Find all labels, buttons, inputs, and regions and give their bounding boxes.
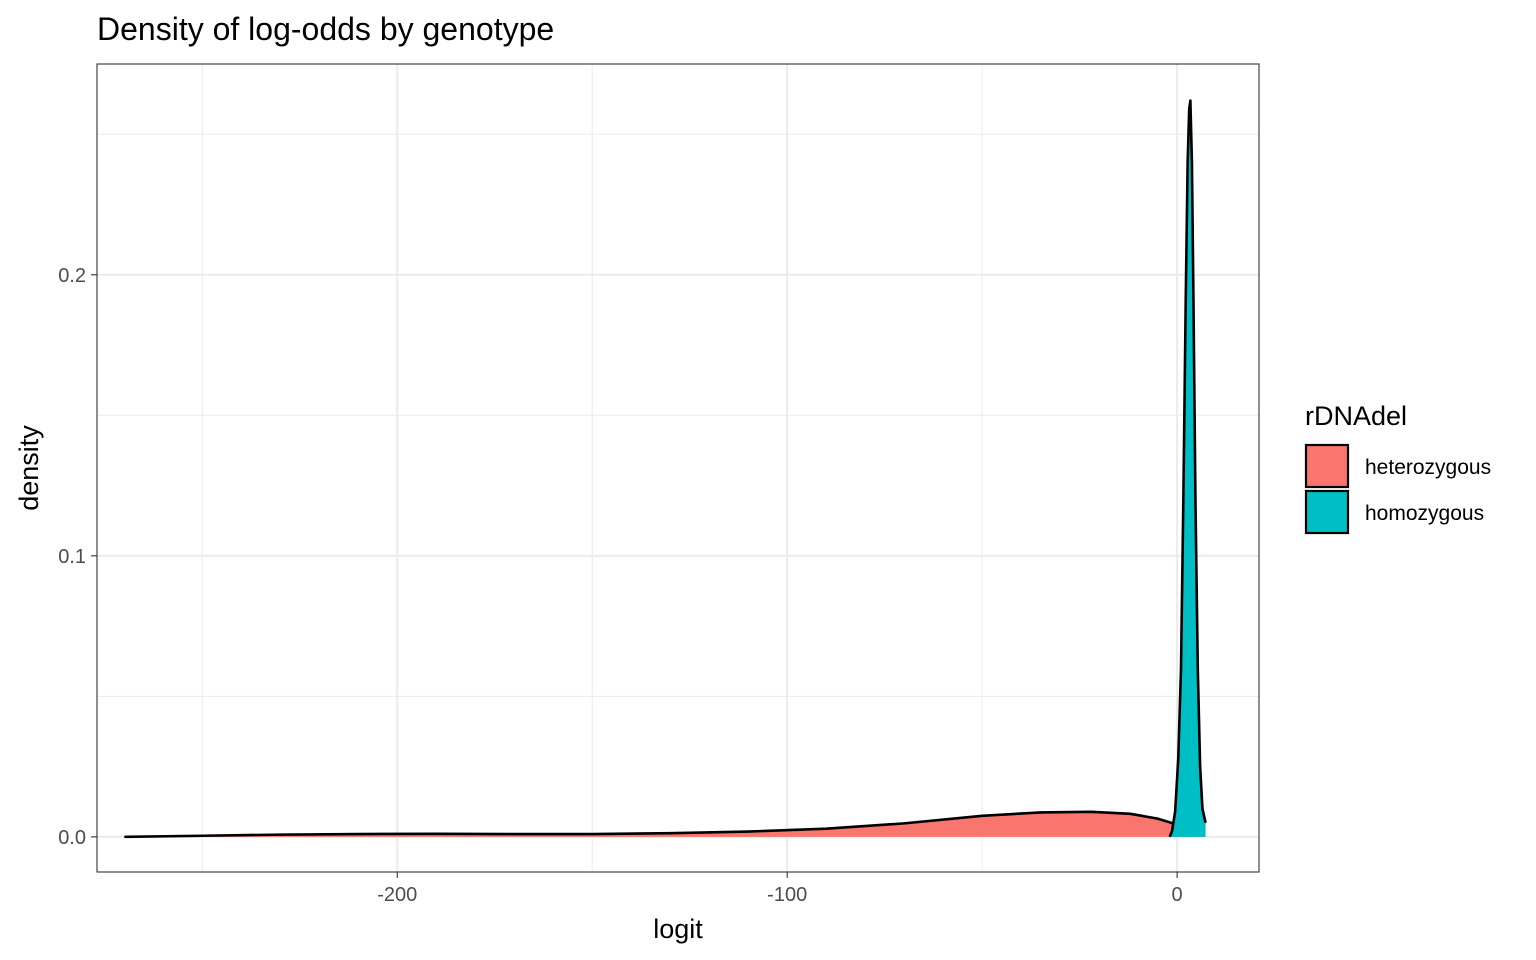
y-tick-label-1: 0.1	[58, 546, 86, 568]
legend-label-homozygous: homozygous	[1365, 502, 1484, 525]
legend-title: rDNAdel	[1305, 401, 1407, 431]
density-area-heterozygous	[124, 811, 1205, 837]
x-axis-title: logit	[653, 914, 703, 944]
y-tick-label-0: 0.0	[58, 827, 86, 849]
x-tick-label-1: -100	[767, 884, 807, 906]
density-areas	[124, 99, 1207, 839]
minor-gridlines	[97, 64, 1259, 872]
density-line-homozygous	[1168, 99, 1207, 838]
legend-key-heterozygous	[1304, 443, 1350, 489]
legend-key-homozygous	[1304, 489, 1350, 535]
plot-panel-background	[97, 64, 1259, 872]
plot-panel-border	[96, 63, 1260, 873]
y-axis: 0.0 0.1 0.2	[58, 265, 97, 849]
x-tick-label-0: -200	[377, 884, 417, 906]
y-tick-label-2: 0.2	[58, 265, 86, 287]
x-tick-label-2: 0	[1172, 884, 1183, 906]
x-axis: -200 -100 0	[377, 872, 1183, 906]
y-axis-title: density	[14, 425, 44, 511]
chart-title: Density of log-odds by genotype	[97, 11, 554, 47]
legend: rDNAdel heterozygous homozygous	[1304, 401, 1491, 535]
legend-label-heterozygous: heterozygous	[1365, 456, 1491, 479]
